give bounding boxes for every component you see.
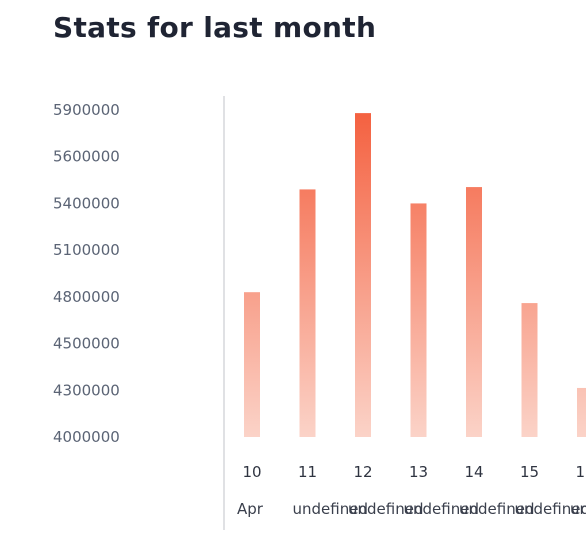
y-tick-label: 5600000 (53, 148, 120, 166)
bars (244, 113, 586, 437)
bar[interactable] (466, 187, 482, 437)
bar[interactable] (577, 387, 586, 437)
month-label: Apr (237, 500, 264, 518)
x-tick-label: 13 (409, 463, 428, 481)
month-label: undefined (404, 500, 479, 518)
y-tick-label: 4800000 (53, 288, 120, 306)
bar[interactable] (355, 113, 371, 437)
x-tick-label: 14 (464, 463, 483, 481)
x-tick-label: 11 (298, 463, 317, 481)
x-axis-labels: 10 11 12 13 14 15 16 (242, 463, 586, 481)
page-title: Stats for last month (53, 11, 377, 44)
y-tick-label: 5400000 (53, 194, 120, 212)
bar[interactable] (244, 292, 260, 437)
month-label: undefined (348, 500, 423, 518)
x-tick-label: 10 (242, 463, 261, 481)
y-tick-label: 4500000 (53, 335, 120, 353)
bar[interactable] (299, 189, 316, 437)
x-tick-label: 15 (520, 463, 539, 481)
y-axis-labels: 5900000 5600000 5400000 5100000 4800000 45000… (53, 101, 120, 446)
x-tick-label: 12 (353, 463, 372, 481)
bar[interactable] (410, 203, 427, 437)
month-label: undefined (515, 500, 586, 518)
y-tick-label: 4300000 (53, 381, 120, 399)
y-tick-label: 5100000 (53, 241, 120, 259)
month-labels: Apr undefinedundefinedundefinedundefinedu… (237, 500, 586, 518)
y-tick-label: 5900000 (53, 101, 120, 119)
bar[interactable] (521, 303, 538, 437)
month-label: undefined (293, 500, 368, 518)
x-tick-label: 16 (575, 463, 586, 481)
month-label: undefined (459, 500, 534, 518)
month-label: undefined (570, 500, 586, 518)
y-tick-label: 4000000 (53, 428, 120, 446)
